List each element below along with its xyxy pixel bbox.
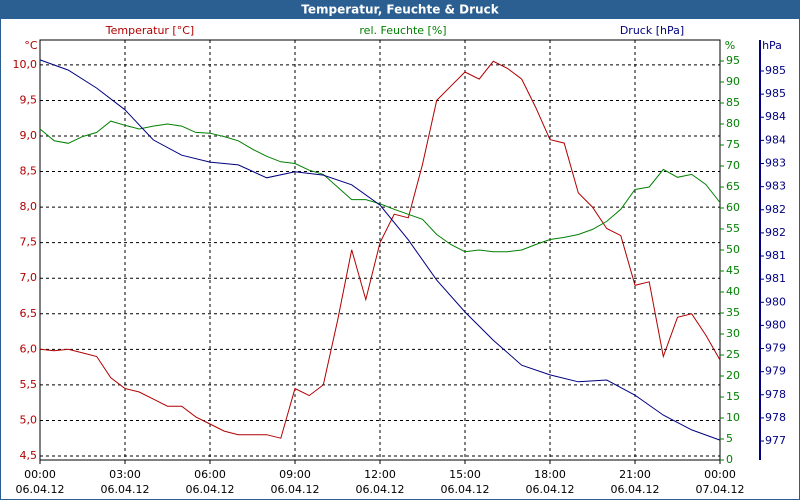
x-tick-date: 06.04.12 <box>526 483 575 496</box>
y2-tick-label: 85 <box>726 96 740 109</box>
y-tick-label: 6,0 <box>20 342 38 355</box>
y3-tick-label: 979 <box>765 342 786 355</box>
y-tick-label: 6,5 <box>20 307 38 320</box>
x-tick-date: 06.04.12 <box>611 483 660 496</box>
y2-tick-label: 0 <box>726 453 733 466</box>
y2-tick-label: 25 <box>726 348 740 361</box>
y3-tick-label: 978 <box>765 388 786 401</box>
y3-tick-label: 980 <box>765 295 786 308</box>
y2-tick-label: 20 <box>726 369 740 382</box>
x-tick-date: 06.04.12 <box>441 483 490 496</box>
x-tick-date: 06.04.12 <box>186 483 235 496</box>
y3-tick-label: 984 <box>765 110 786 123</box>
y3-unit: hPa <box>762 39 782 52</box>
x-tick-label: 18:00 <box>534 468 566 481</box>
y-tick-label: 9,0 <box>20 129 38 142</box>
x-tick-date: 07.04.12 <box>696 483 745 496</box>
y-unit: °C <box>24 39 38 52</box>
y3-tick-label: 982 <box>765 203 786 216</box>
y2-tick-label: 10 <box>726 411 740 424</box>
series-line <box>39 60 721 439</box>
y2-tick-label: 45 <box>726 264 740 277</box>
y3-tick-label: 977 <box>765 434 786 447</box>
y2-tick-label: 55 <box>726 222 740 235</box>
y2-tick-label: 75 <box>726 138 740 151</box>
y2-unit: % <box>725 39 735 52</box>
y-tick-label: 10,0 <box>13 58 38 71</box>
y3-tick-label: 981 <box>765 249 786 262</box>
y2-tick-label: 65 <box>726 180 740 193</box>
x-tick-label: 03:00 <box>109 468 141 481</box>
x-tick-date: 06.04.12 <box>356 483 405 496</box>
x-tick-date: 06.04.12 <box>16 483 65 496</box>
x-tick-label: 00:00 <box>24 468 56 481</box>
y3-tick-label: 984 <box>765 133 786 146</box>
legend-label: Temperatur [°C] <box>105 24 194 37</box>
y3-tick-label: 985 <box>765 64 786 77</box>
y2-tick-label: 70 <box>726 159 740 172</box>
y3-tick-label: 982 <box>765 226 786 239</box>
legend-label: rel. Feuchte [%] <box>359 24 446 37</box>
y2-tick-label: 90 <box>726 75 740 88</box>
y2-tick-label: 60 <box>726 201 740 214</box>
y-tick-label: 9,5 <box>20 93 38 106</box>
y2-tick-label: 80 <box>726 117 740 130</box>
y-tick-label: 7,0 <box>20 271 38 284</box>
y2-tick-label: 5 <box>726 432 733 445</box>
x-tick-label: 15:00 <box>449 468 481 481</box>
y3-tick-label: 985 <box>765 87 786 100</box>
y2-tick-label: 50 <box>726 243 740 256</box>
legend-label: Druck [hPa] <box>620 24 684 37</box>
y-tick-label: 8,0 <box>20 200 38 213</box>
chart-title: Temperatur, Feuchte & Druck <box>301 3 499 17</box>
x-tick-label: 09:00 <box>279 468 311 481</box>
y2-tick-label: 40 <box>726 285 740 298</box>
y3-tick-label: 979 <box>765 365 786 378</box>
series-line <box>39 120 721 253</box>
y3-tick-label: 980 <box>765 318 786 331</box>
x-tick-label: 12:00 <box>364 468 396 481</box>
x-tick-label: 21:00 <box>619 468 651 481</box>
x-tick-date: 06.04.12 <box>101 483 150 496</box>
y-tick-label: 4,5 <box>20 449 38 462</box>
y3-tick-label: 978 <box>765 411 786 424</box>
y2-tick-label: 95 <box>726 54 740 67</box>
y3-tick-label: 981 <box>765 272 786 285</box>
x-tick-date: 06.04.12 <box>271 483 320 496</box>
y3-tick-label: 983 <box>765 180 786 193</box>
x-tick-label: 00:00 <box>704 468 736 481</box>
y-tick-label: 5,0 <box>20 413 38 426</box>
x-tick-label: 06:00 <box>194 468 226 481</box>
y3-tick-label: 983 <box>765 157 786 170</box>
series-line <box>39 59 721 441</box>
y-tick-label: 8,5 <box>20 165 38 178</box>
y2-tick-label: 35 <box>726 306 740 319</box>
y2-tick-label: 30 <box>726 327 740 340</box>
y-tick-label: 5,5 <box>20 378 38 391</box>
title-bar <box>0 0 800 19</box>
y-tick-label: 7,5 <box>20 236 38 249</box>
y2-tick-label: 15 <box>726 390 740 403</box>
